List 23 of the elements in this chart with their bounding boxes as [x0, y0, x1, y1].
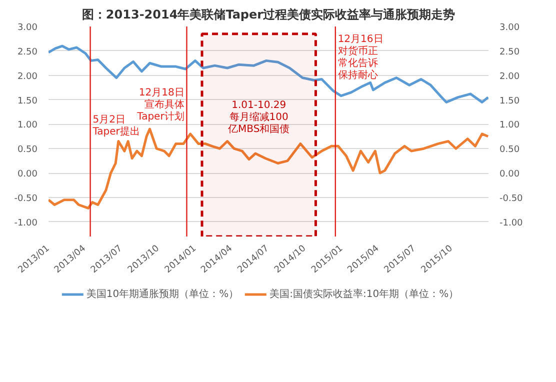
y-tick-label: 0.50: [17, 145, 38, 156]
y-tick-label: 1.00: [17, 120, 38, 131]
y2-tick-label: -0.50: [500, 194, 524, 204]
chart-title: 图：2013-2014年美联储Taper过程美债实际收益率与通胀预期走势: [82, 8, 456, 22]
y2-tick-label: 1.00: [500, 120, 520, 131]
band-label: 1.01-10.29每月缩减100亿MBS和国债: [227, 100, 290, 135]
y2-tick-label: 3.00: [500, 23, 520, 33]
y2-tick-label: 1.50: [500, 96, 520, 106]
ref-line-label: 12月16日对货币正常化告诉保持耐心: [338, 34, 384, 82]
y-tick-label: -0.50: [14, 194, 38, 204]
y-tick-label: 0.00: [17, 170, 38, 180]
y2-tick-label: 2.50: [500, 47, 520, 58]
y-tick-label: 1.50: [17, 96, 38, 106]
y2-tick-label: -1.00: [500, 218, 524, 228]
y-tick-label: 3.00: [17, 23, 38, 33]
legend-label: 美国:国债实际收益率:10年期（单位：%）: [270, 288, 459, 301]
y2-tick-label: 2.00: [500, 72, 520, 82]
y-tick-label: -1.00: [14, 218, 38, 228]
legend-label: 美国10年期通胀预期（单位：%）: [86, 288, 239, 301]
y2-tick-label: 0.00: [500, 170, 520, 180]
y-tick-label: 2.00: [17, 72, 38, 82]
y-tick-label: 2.50: [17, 47, 38, 58]
y2-tick-label: 0.50: [500, 145, 520, 156]
